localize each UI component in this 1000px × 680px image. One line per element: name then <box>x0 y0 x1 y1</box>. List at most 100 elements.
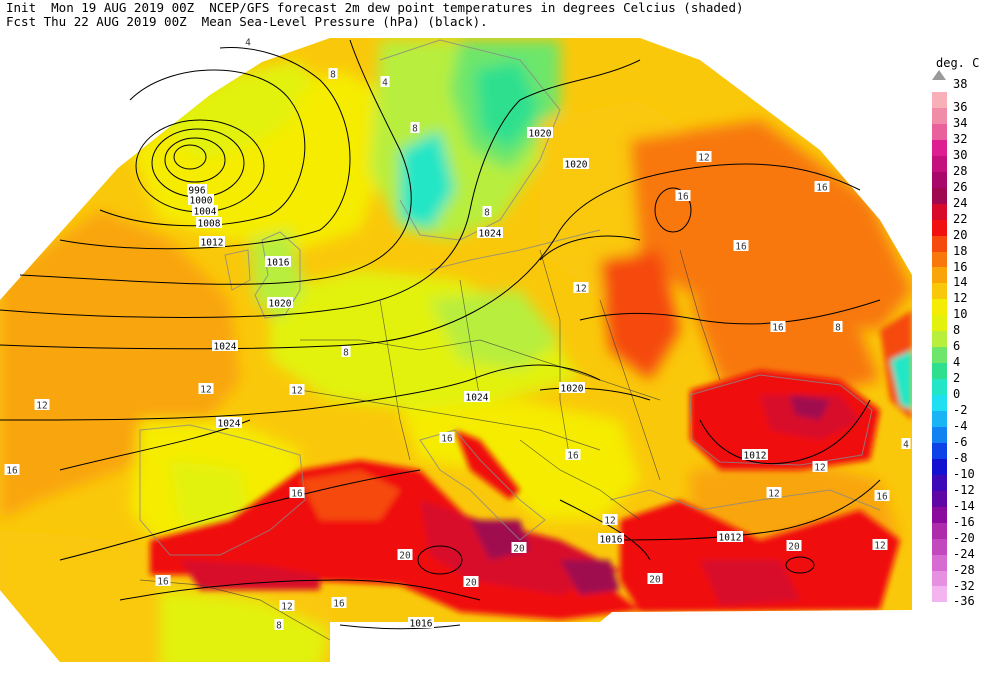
dewpoint-label: 12 <box>36 401 47 412</box>
legend-top-label: 38 <box>953 77 968 91</box>
dewpoint-label: 16 <box>677 192 689 203</box>
legend-swatch <box>932 570 947 587</box>
legend-label: 16 <box>953 259 968 274</box>
legend-swatch <box>932 267 947 284</box>
legend-swatch <box>932 171 947 188</box>
dewpoint-label-box <box>289 487 305 498</box>
legend-swatch <box>932 347 947 364</box>
legend-label: 4 <box>953 355 961 370</box>
dewpoint-label-box <box>380 76 390 87</box>
legend-title: deg. C <box>936 56 980 70</box>
legend-swatch <box>932 107 947 124</box>
isobar-label-box <box>196 217 222 228</box>
dewpoint-label-box <box>34 399 50 410</box>
legend-swatch <box>932 251 947 268</box>
dewpoint-label-box <box>328 68 338 79</box>
isobar-label-box <box>265 256 291 267</box>
legend-swatch <box>932 474 947 491</box>
legend-label: 32 <box>953 131 968 146</box>
isobar-label-box <box>559 382 585 393</box>
isobar-label-box <box>216 417 242 428</box>
dewpoint-label-box <box>4 464 20 475</box>
dewpoint-label-box <box>243 36 253 47</box>
dewpoint-label: 16 <box>816 183 828 194</box>
legend-swatch <box>932 139 947 156</box>
legend-label: 34 <box>953 115 968 130</box>
dewpoint-label-box <box>786 540 802 551</box>
isobar-label: 1000 <box>190 196 213 207</box>
isobar-label: 1012 <box>744 451 767 462</box>
isobar-label-box <box>563 158 589 169</box>
legend-label: 8 <box>953 323 961 338</box>
isobar-label: 1016 <box>410 619 433 630</box>
isobar-label: 1012 <box>719 533 742 544</box>
dewpoint-label-box <box>733 240 749 251</box>
legend-label: -8 <box>953 450 968 465</box>
legend-label: -32 <box>953 578 975 593</box>
dewpoint-label-box <box>812 461 828 472</box>
dewpoint-label-box <box>397 549 413 560</box>
isobar-label-box <box>717 531 743 542</box>
dewpoint-shading <box>0 38 912 662</box>
dewpoint-label-box <box>274 619 284 630</box>
isobar-label-box <box>192 205 218 216</box>
dewpoint-label: 12 <box>575 284 586 295</box>
dewpoint-label: 12 <box>698 153 709 164</box>
legend-swatch <box>932 538 947 555</box>
legend-swatch <box>932 395 947 412</box>
isobar-label-box <box>477 227 503 238</box>
dewpoint-label-box <box>410 122 420 133</box>
isobar-label: 1024 <box>466 393 489 404</box>
legend-label: 0 <box>953 387 961 402</box>
dewpoint-label: 16 <box>772 323 784 334</box>
legend-swatch <box>932 490 947 507</box>
dewpoint-label: 12 <box>874 541 885 552</box>
legend-label: 26 <box>953 179 968 194</box>
dewpoint-label-box <box>463 576 479 587</box>
isobar-label: 1024 <box>479 229 502 240</box>
isobar-label: 996 <box>188 186 205 197</box>
dewpoint-label: 12 <box>814 463 825 474</box>
dewpoint-label: 20 <box>513 544 525 555</box>
legend-label: -16 <box>953 514 975 529</box>
isobar-label-box <box>188 194 214 205</box>
legend-label: 6 <box>953 339 961 354</box>
dewpoint-label: 8 <box>330 70 336 81</box>
legend-swatch <box>932 379 947 396</box>
dewpoint-label: 8 <box>343 348 349 359</box>
legend-swatch <box>932 219 947 236</box>
dewpoint-label: 12 <box>768 489 779 500</box>
legend-label: 12 <box>953 291 968 306</box>
dewpoint-label-box <box>198 383 214 394</box>
dewpoint-label-box <box>602 514 618 525</box>
legend-label: 14 <box>953 275 968 290</box>
dewpoint-label: 12 <box>281 602 292 613</box>
isobar-label: 1020 <box>269 299 292 310</box>
legend-swatch <box>932 92 947 108</box>
dewpoint-label-box <box>770 321 786 332</box>
legend-label: -6 <box>953 434 968 449</box>
dewpoint-label-box <box>874 490 890 501</box>
legend-swatch <box>932 522 947 539</box>
valid-time-title: Fcst Thu 22 AUG 2019 00Z Mean Sea-Level … <box>6 14 488 29</box>
legend-label: -10 <box>953 466 975 481</box>
legend-swatch <box>932 235 947 252</box>
dewpoint-label: 12 <box>200 385 211 396</box>
legend-label: -36 <box>953 594 975 609</box>
legend-swatch <box>932 203 947 220</box>
legend-swatch <box>932 411 947 427</box>
isobar-label: 1008 <box>198 219 221 230</box>
isobar-label-box <box>408 617 434 628</box>
legend-label: -14 <box>953 498 975 513</box>
isobar-label: 1020 <box>529 129 552 140</box>
isobar-label-box <box>464 391 490 402</box>
isobar-label-box <box>598 533 624 544</box>
isobar-label-box <box>212 340 238 351</box>
dewpoint-label: 4 <box>903 440 909 451</box>
dewpoint-label: 20 <box>399 551 411 562</box>
dewpoint-label: 20 <box>465 578 477 589</box>
legend-swatch <box>932 187 947 204</box>
isobar-label: 1024 <box>218 419 241 430</box>
